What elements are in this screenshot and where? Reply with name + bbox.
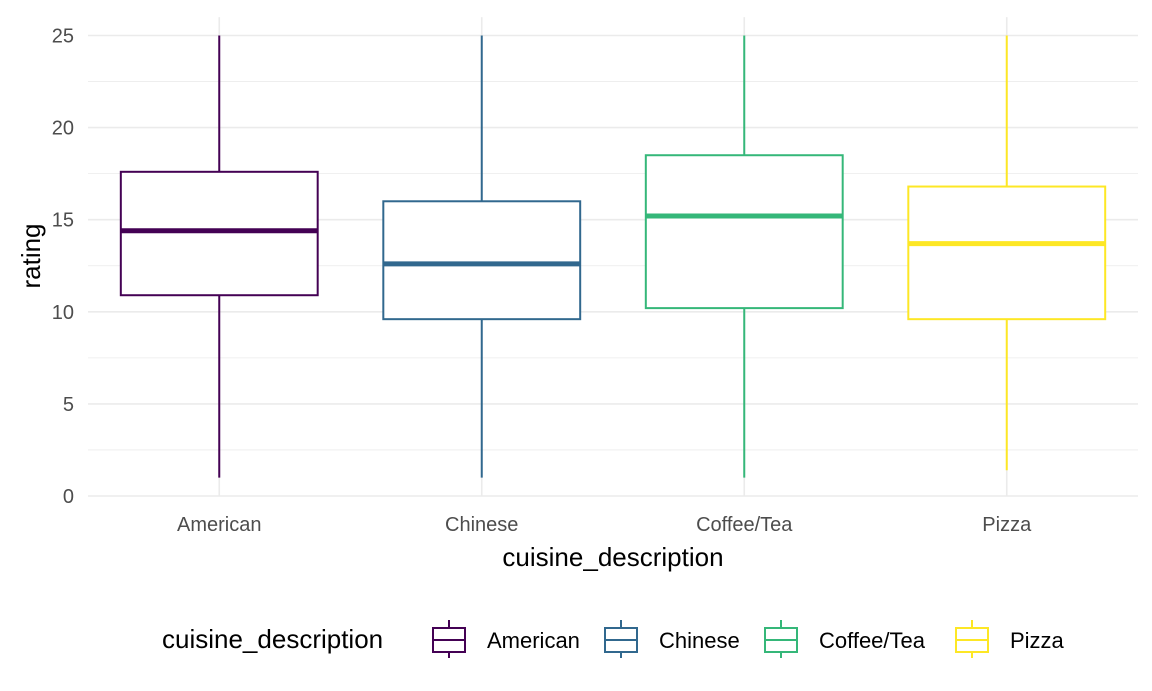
y-tick-label: 0 [63, 486, 74, 508]
box-iqr [907, 185, 1107, 321]
x-tick-label: Coffee/Tea [696, 514, 793, 536]
x-axis-tick-labels: American Chinese Coffee/Tea Pizza [177, 514, 1032, 536]
legend-label: Pizza [1010, 628, 1065, 653]
y-tick-label: 15 [52, 210, 74, 232]
box-american [119, 35, 319, 478]
y-tick-label: 25 [52, 26, 74, 48]
box-iqr [382, 200, 582, 321]
y-tick-label: 20 [52, 118, 74, 140]
y-axis-tick-labels: 0 5 10 15 20 25 [52, 26, 74, 509]
box-pizza [907, 35, 1107, 471]
legend-label: Chinese [659, 628, 740, 653]
legend-label: Coffee/Tea [819, 628, 926, 653]
legend-item-chinese: Chinese [604, 620, 740, 658]
box-iqr [119, 170, 319, 297]
x-tick-label: American [177, 514, 261, 536]
legend-label: American [487, 628, 580, 653]
legend-title: cuisine_description [162, 624, 383, 654]
legend: cuisine_description American Chinese Coffe… [162, 620, 1065, 658]
box-chinese [382, 35, 582, 478]
legend-items: American Chinese Coffee/Tea Pizza [432, 620, 1065, 658]
legend-item-coffee-tea: Coffee/Tea [764, 620, 926, 658]
y-axis-title: rating [16, 223, 46, 288]
y-tick-label: 10 [52, 302, 74, 324]
box-iqr [644, 154, 844, 310]
legend-item-pizza: Pizza [955, 620, 1065, 658]
boxes [119, 35, 1107, 478]
x-tick-label: Pizza [982, 514, 1032, 536]
box-coffee-tea [644, 35, 844, 478]
legend-item-american: American [432, 620, 580, 658]
x-tick-label: Chinese [445, 514, 518, 536]
x-axis-title: cuisine_description [502, 542, 723, 572]
y-tick-label: 5 [63, 394, 74, 416]
